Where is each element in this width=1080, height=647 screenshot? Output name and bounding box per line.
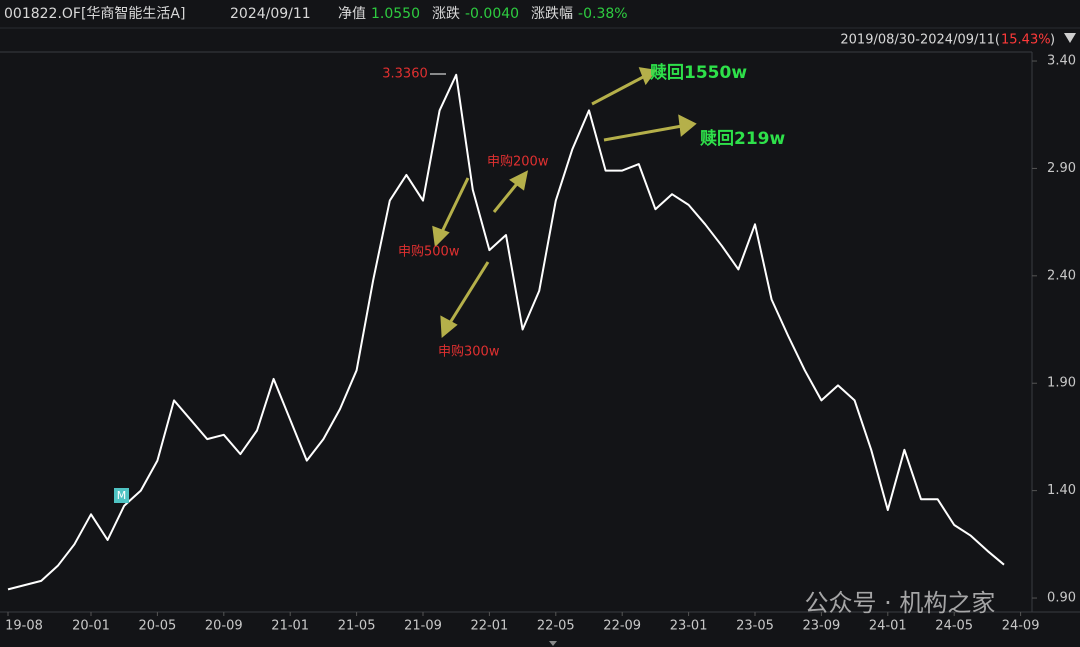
arrow (603, 124, 683, 142)
marker-label: M (117, 489, 127, 502)
annotation: 申购200w (487, 154, 549, 170)
watermark: 公众号 · 机构之家 (805, 589, 996, 617)
arrow-head (440, 315, 458, 339)
x-tick-label: 22-05 (537, 619, 575, 634)
x-tick-label: 19-08 (5, 619, 43, 634)
arrow-head (509, 170, 529, 191)
y-tick-label: 0.90 (1047, 591, 1076, 606)
x-tick-label: 24-05 (935, 619, 973, 634)
stat-label: 涨跌 (432, 6, 460, 22)
stat-value: -0.38% (578, 6, 628, 22)
y-tick-label: 3.40 (1047, 54, 1076, 69)
annotation: 赎回219w (700, 128, 785, 149)
x-tick-label: 23-09 (803, 619, 841, 634)
marker-box (114, 488, 129, 503)
x-tick-label: 21-01 (271, 619, 309, 634)
stat-label: 净值 (338, 6, 366, 22)
x-tick-label: 21-05 (338, 619, 376, 634)
arrow-head (638, 67, 657, 86)
range-close: ) (1050, 33, 1055, 48)
annotation: 申购500w (398, 244, 460, 260)
x-tick-label: 22-01 (471, 619, 509, 634)
x-tick-label: 23-05 (736, 619, 774, 634)
stat-value: -0.0040 (465, 6, 519, 22)
annotation: 3.3360 (382, 67, 428, 82)
fund-title: 001822.OF[华商智能生活A] (4, 6, 185, 22)
annotation: 赎回1550w (650, 62, 747, 83)
x-tick-label: 21-09 (404, 619, 442, 634)
scroll-marker (549, 641, 557, 646)
x-tick-label: 20-09 (205, 619, 243, 634)
range-change: 15.43% (1001, 33, 1051, 48)
x-tick-label: 23-01 (670, 619, 708, 634)
arrow (492, 179, 522, 213)
arrows (432, 67, 697, 339)
arrow (446, 261, 490, 327)
x-tick-label: 22-09 (603, 619, 641, 634)
price-line (7, 73, 1005, 591)
y-tick-label: 1.40 (1047, 483, 1076, 498)
dropdown-icon[interactable] (1064, 33, 1076, 43)
stat-value: 1.0550 (371, 6, 420, 22)
x-tick-label: 20-05 (139, 619, 177, 634)
arrow-head (678, 114, 697, 137)
range-label: 2019/08/30-2024/09/11( (840, 33, 1000, 48)
x-tick-label: 20-01 (72, 619, 110, 634)
stat-label: 涨跌幅 (531, 6, 573, 22)
annotation: 申购300w (438, 344, 500, 360)
y-tick-label: 2.40 (1047, 268, 1076, 283)
date: 2024/09/11 (230, 6, 311, 22)
x-tick-label: 24-01 (869, 619, 907, 634)
arrow-head (432, 225, 450, 248)
y-tick-label: 1.90 (1047, 376, 1076, 391)
arrow (438, 177, 470, 237)
y-tick-label: 2.90 (1047, 161, 1076, 176)
arrow (591, 74, 646, 106)
x-tick-label: 24-09 (1002, 619, 1040, 634)
